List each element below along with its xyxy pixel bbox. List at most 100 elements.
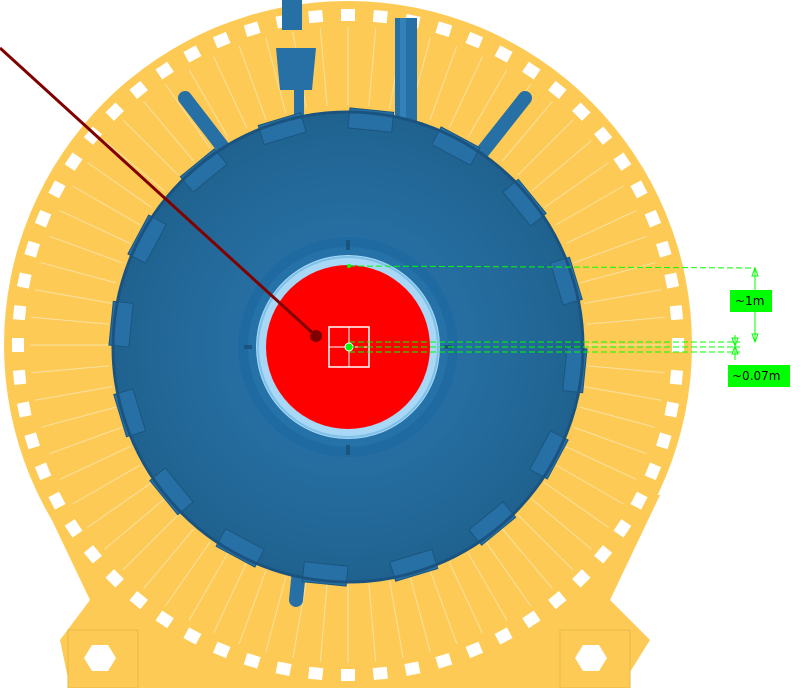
ring-slot xyxy=(12,305,27,321)
ring-segment-line xyxy=(368,28,377,106)
ring-slot xyxy=(341,669,355,681)
ring-slot xyxy=(17,401,32,418)
vessel-tab xyxy=(149,467,194,516)
ring-slot xyxy=(275,661,292,676)
ring-slot xyxy=(12,369,27,385)
ring-segment-line xyxy=(579,406,656,428)
ring-segment-line xyxy=(188,69,229,138)
ring-segment-line xyxy=(319,584,328,662)
ring-slot xyxy=(129,80,148,99)
ring-slot xyxy=(664,401,679,418)
dimension-label-bg-1 xyxy=(730,290,772,312)
ring-segment-line xyxy=(87,162,152,208)
base-hole-left xyxy=(84,645,116,671)
ring-segment-line xyxy=(555,185,624,226)
ring-segment-line xyxy=(122,514,179,571)
dimension-label-007m[interactable]: ~0.07m xyxy=(732,369,781,383)
ring-slot xyxy=(644,462,662,481)
ring-segment-line xyxy=(59,210,131,245)
ring-slot xyxy=(372,666,388,681)
ring-slot xyxy=(572,102,591,121)
ring-segment-line xyxy=(72,185,141,226)
ring-slot xyxy=(341,9,355,21)
ring-segment-line xyxy=(40,406,117,428)
ring-slot xyxy=(34,209,52,228)
ring-segment-line xyxy=(587,365,665,374)
vessel-tab xyxy=(529,430,569,480)
ring-slot xyxy=(630,180,648,199)
ring-slots xyxy=(12,9,684,681)
vessel-tab xyxy=(502,178,547,227)
ring-segment-line xyxy=(265,576,287,653)
dimension-arrow-icon xyxy=(731,266,759,355)
ring-segment-line xyxy=(448,56,483,128)
ring-slot xyxy=(83,126,102,145)
ring-segment-line xyxy=(448,562,483,634)
ring-slot xyxy=(105,102,124,121)
ring-slot xyxy=(243,653,261,669)
ring-slot xyxy=(83,545,102,564)
ring-slot xyxy=(372,9,388,24)
ring-slot xyxy=(64,152,83,171)
ring-segment-line xyxy=(104,498,165,550)
vessel-tab xyxy=(179,148,228,193)
ring-slot xyxy=(243,21,261,37)
ring-segment-line xyxy=(579,262,656,284)
ring-slot xyxy=(48,491,66,510)
ring-slot xyxy=(630,491,648,510)
ring-slot xyxy=(129,591,148,610)
ring-segment-line xyxy=(34,386,112,401)
ring-segment-line xyxy=(165,541,211,606)
ring-slot xyxy=(48,180,66,199)
ring-segment-line xyxy=(31,365,109,374)
ring-slot xyxy=(669,369,684,385)
ring-segment-lines xyxy=(30,27,666,663)
ring-segment-line xyxy=(544,162,609,208)
ring-segment-line xyxy=(573,235,647,264)
ring-segment-line xyxy=(531,140,592,192)
ring-segment-line xyxy=(485,541,531,606)
ring-segment-line xyxy=(429,570,458,644)
ring-segment-line xyxy=(104,140,165,192)
pointer-line-icon xyxy=(0,46,322,342)
ring-slot xyxy=(494,45,513,63)
ring-segment-line xyxy=(517,119,574,176)
ring-segment-line xyxy=(143,101,195,162)
ring-segment-line xyxy=(292,581,307,659)
ring-slot xyxy=(212,641,231,659)
ring-slot xyxy=(664,272,679,289)
ring-segment-line xyxy=(238,46,267,120)
ring-slot xyxy=(105,569,124,588)
ring-segment-line xyxy=(555,464,624,505)
ring-slot xyxy=(435,21,453,37)
ring-segment-line xyxy=(213,56,248,128)
ring-slot xyxy=(656,240,672,258)
ring-slot xyxy=(572,569,591,588)
ring-slot xyxy=(17,272,32,289)
base-hole-right xyxy=(575,645,607,671)
ring-slot xyxy=(594,126,613,145)
vessel-tab xyxy=(468,501,517,546)
ring-slot xyxy=(672,338,684,352)
ring-slot xyxy=(465,641,484,659)
dimension-lines[interactable] xyxy=(347,264,756,360)
vessel-tab xyxy=(127,214,167,264)
ring-slot xyxy=(155,610,174,629)
ring-segment-line xyxy=(319,28,328,106)
ring-segment-line xyxy=(165,84,211,149)
ring-segment-line xyxy=(31,316,109,325)
ring-segment-line xyxy=(368,584,377,662)
ring-slot xyxy=(212,31,231,49)
top-port[interactable] xyxy=(276,0,417,138)
ring-slot xyxy=(404,661,421,676)
ring-slot xyxy=(656,432,672,450)
ring-slot xyxy=(64,519,83,538)
ring-slot xyxy=(548,591,567,610)
ring-segment-line xyxy=(238,570,267,644)
ring-slot xyxy=(12,338,24,352)
dimension-label-1m[interactable]: ~1m xyxy=(735,294,765,308)
ring-segment-line xyxy=(467,552,508,621)
ring-segment-line xyxy=(122,119,179,176)
